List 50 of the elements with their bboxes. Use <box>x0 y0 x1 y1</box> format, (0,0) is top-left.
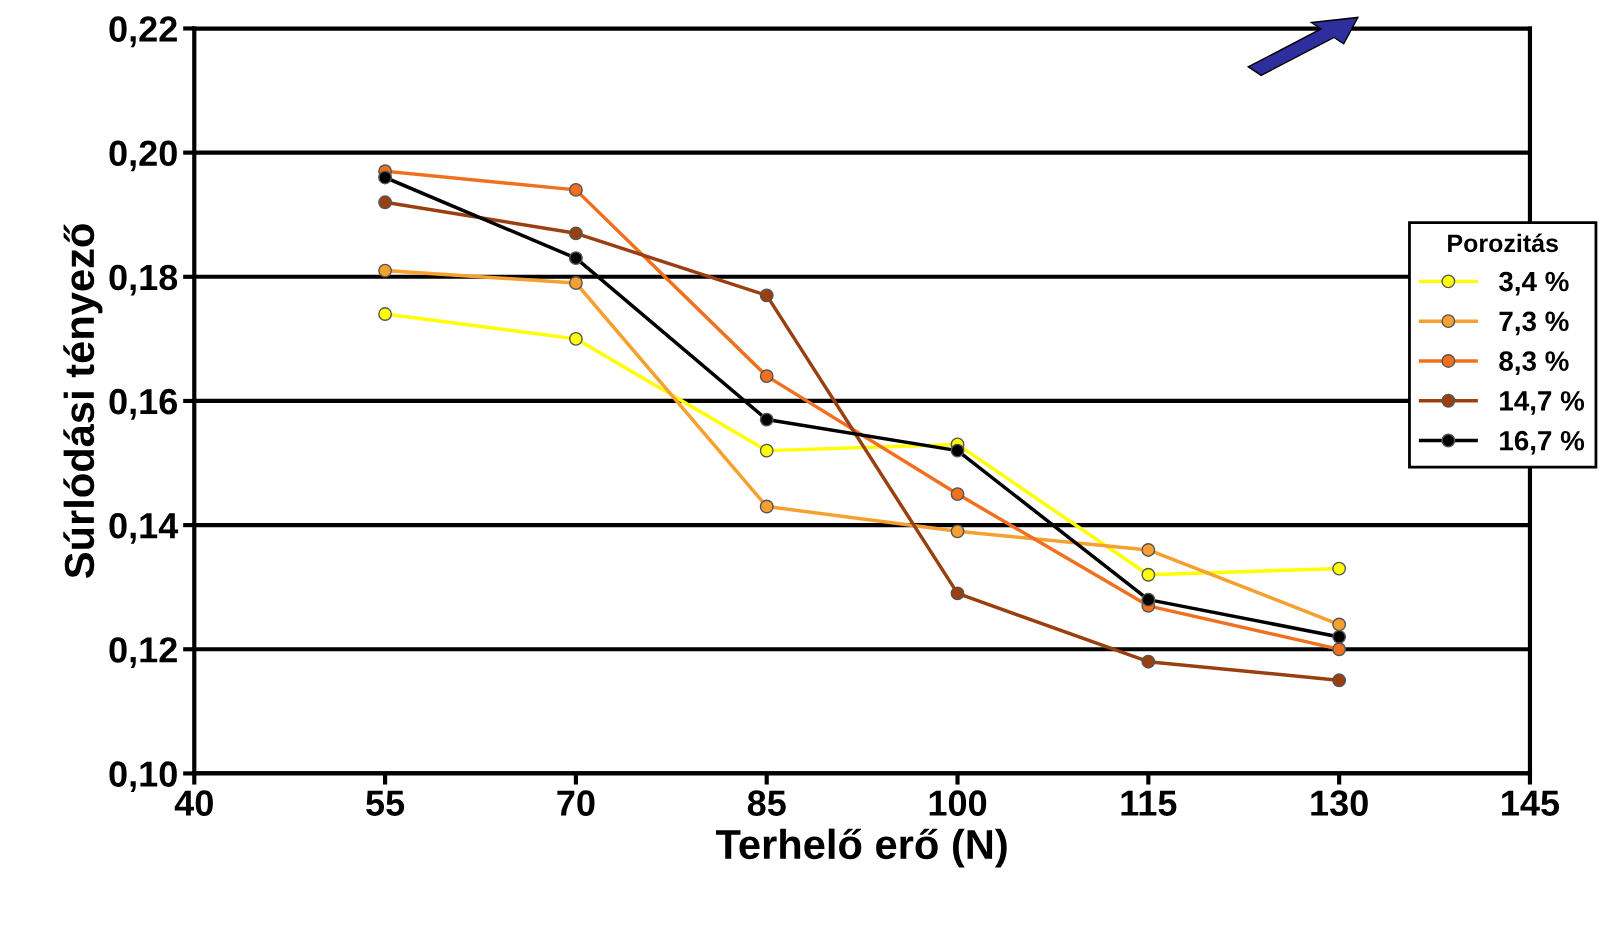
point <box>1141 567 1156 582</box>
x-tick-label: 130 <box>1311 790 1368 816</box>
point <box>950 524 965 539</box>
point <box>759 288 774 303</box>
legend-label: 14,7 % <box>1500 391 1585 415</box>
point <box>1332 617 1347 632</box>
x-axis-title: Terhelő erő (N) <box>715 828 1007 868</box>
point <box>1332 642 1347 657</box>
legend-title: Porozitás <box>1448 233 1558 253</box>
legend-label: 7,3 % <box>1499 311 1569 336</box>
point <box>378 195 393 210</box>
point <box>759 412 774 427</box>
y-tick-label: 0,10 <box>109 761 177 793</box>
point <box>950 443 965 458</box>
x-tick-label: 100 <box>929 790 987 816</box>
point <box>1332 629 1347 644</box>
y-tick-label: 0,18 <box>109 264 178 296</box>
point <box>950 487 965 502</box>
legend-label: 8,3 % <box>1499 351 1569 375</box>
y-axis-title: Súrlódási tényező <box>63 224 103 579</box>
y-tick-label: 0,16 <box>109 388 178 420</box>
point <box>378 263 393 278</box>
point <box>568 226 583 241</box>
y-tick-label: 0,14 <box>109 512 179 544</box>
x-tick-label: 115 <box>1121 790 1177 816</box>
point <box>1141 654 1156 669</box>
point <box>568 251 583 266</box>
point <box>950 586 965 601</box>
point <box>568 276 583 290</box>
point <box>759 499 774 514</box>
point <box>1332 561 1347 576</box>
legend-label: 3,4 % <box>1498 271 1569 296</box>
point <box>378 170 393 185</box>
point <box>759 369 774 384</box>
point <box>378 307 393 321</box>
y-tick-label: 0,20 <box>109 140 177 172</box>
x-tick-label: 40 <box>174 790 213 816</box>
point <box>1332 673 1347 688</box>
x-tick-label: 85 <box>747 790 786 816</box>
x-tick-label: 55 <box>366 790 405 816</box>
x-tick-label: 70 <box>557 790 595 816</box>
y-tick-label: 0,22 <box>109 16 177 48</box>
y-tick-label: 0,12 <box>109 637 177 668</box>
x-tick-label: 145 <box>1502 790 1560 816</box>
legend-label: 16,7 % <box>1500 430 1585 455</box>
point <box>1141 592 1156 607</box>
point <box>759 443 774 458</box>
point <box>568 182 583 197</box>
point <box>1141 543 1156 557</box>
point <box>568 331 583 346</box>
